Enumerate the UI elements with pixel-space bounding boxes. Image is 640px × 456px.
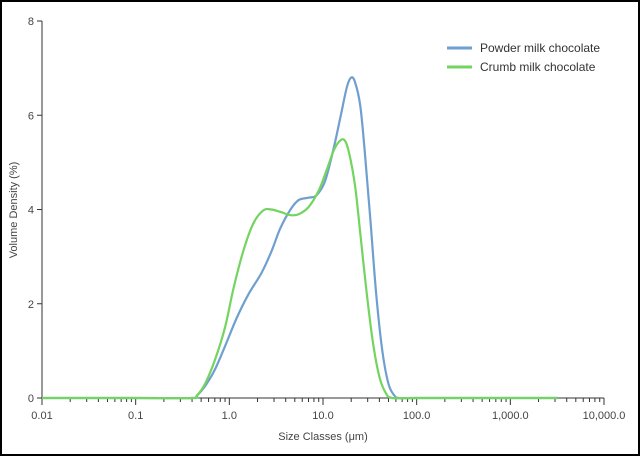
x-axis-label: Size Classes (μm) xyxy=(278,431,367,443)
y-axis-label: Volume Density (%) xyxy=(8,162,20,259)
y-tick-label: 0 xyxy=(28,393,34,405)
x-tick-label: 0.01 xyxy=(31,410,52,422)
series-line-powder xyxy=(42,77,558,398)
axes xyxy=(42,21,604,398)
legend-label-crumb: Crumb milk chocolate xyxy=(480,60,596,74)
x-ticks: 0.01 0.1 1.0 10.0 100.0 1,000.0 10,000.0 xyxy=(31,398,625,422)
x-tick-label: 10,000.0 xyxy=(583,410,626,422)
y-ticks: 0 2 4 6 8 xyxy=(28,16,42,405)
x-tick-label: 0.1 xyxy=(128,410,143,422)
y-tick-label: 8 xyxy=(28,16,34,28)
x-tick-label: 100.0 xyxy=(403,410,431,422)
y-tick-label: 2 xyxy=(28,299,34,311)
legend: Powder milk chocolate Crumb milk chocola… xyxy=(447,41,600,74)
y-tick-label: 6 xyxy=(28,110,34,122)
y-tick-label: 4 xyxy=(28,205,34,217)
legend-label-powder: Powder milk chocolate xyxy=(480,41,600,55)
x-tick-label: 10.0 xyxy=(312,410,333,422)
series-lines xyxy=(42,77,558,398)
series-line-crumb xyxy=(42,139,558,398)
x-tick-label: 1,000.0 xyxy=(492,410,529,422)
x-tick-label: 1.0 xyxy=(222,410,237,422)
